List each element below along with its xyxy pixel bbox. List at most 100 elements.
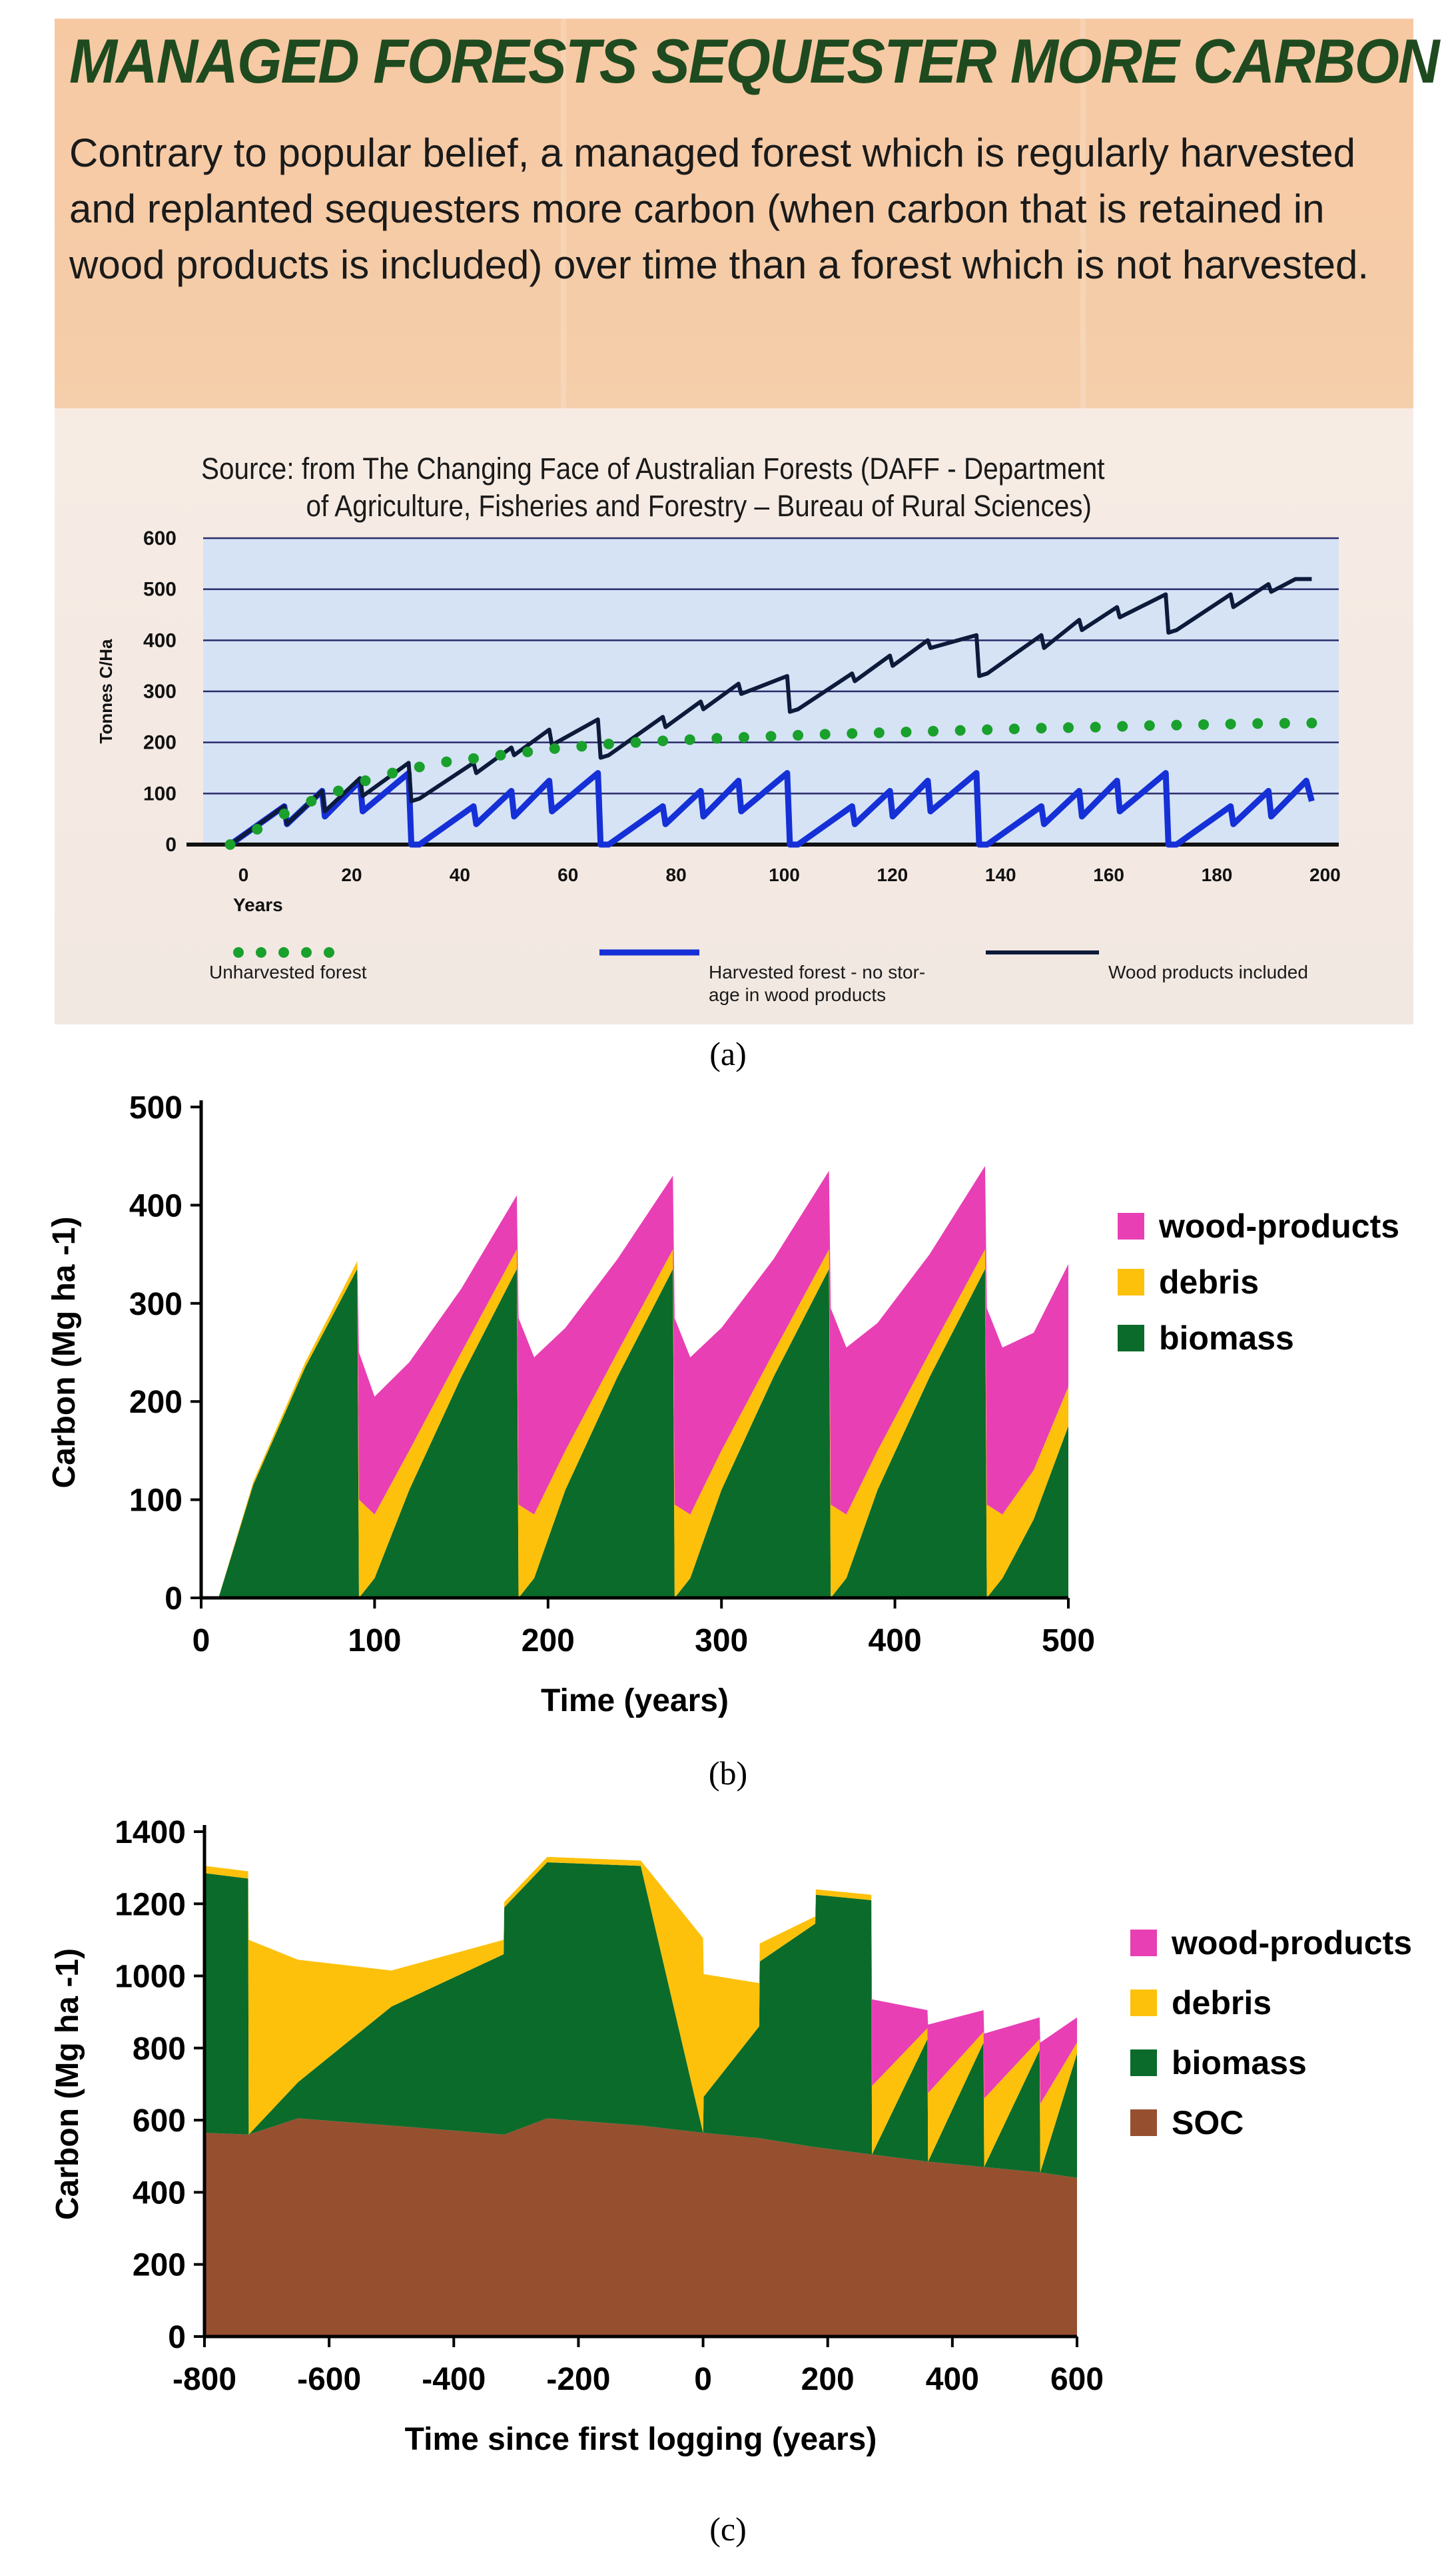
chart-c-legend-swatch-debris [1130, 1990, 1157, 2016]
chart-b-area-debris [201, 1249, 1068, 1598]
legend-harvested-label: Harvested forest - no stor- age in wood … [709, 962, 926, 1005]
chart-c-x-tick-label: -800 [173, 2362, 236, 2397]
series-point-unharvested [495, 749, 506, 761]
series-point-unharvested [1144, 720, 1155, 731]
series-point-unharvested [1008, 723, 1020, 735]
poster-intro-text: Contrary to popular belief, a managed fo… [69, 131, 1369, 287]
y-tick-label-a: 100 [143, 783, 177, 805]
chart-c-legend-label-biomass: biomass [1172, 2044, 1307, 2081]
chart-b-legend-swatch-debris [1118, 1269, 1144, 1295]
x-tick-label-a: 60 [557, 865, 578, 885]
chart-b-x-tick-label: 300 [695, 1623, 748, 1658]
x-tick-label-a: 180 [1202, 865, 1233, 885]
chart-c-x-tick-label: 400 [926, 2362, 979, 2397]
series-point-unharvested [1117, 721, 1128, 732]
series-point-unharvested [576, 741, 587, 752]
series-point-unharvested [954, 725, 966, 736]
chart-b-area-biomass [201, 1269, 1068, 1598]
chart-c-area-SOC [204, 2118, 1077, 2337]
legend-swatch-unharvested [278, 947, 289, 958]
chart-b-legend-label-wood-products: wood-products [1158, 1208, 1399, 1245]
chart-c-y-tick-label: 1400 [115, 1815, 186, 1850]
chart-a-svg: 0 100 200 300 400 500 600 0 20 40 60 80 100 120 140 160… [96, 528, 1341, 958]
chart-c-legend-swatch-biomass [1130, 2049, 1157, 2076]
chart-b-x-axis-label: Time (years) [541, 1683, 729, 1718]
series-point-unharvested [1090, 721, 1101, 733]
chart-c-x-tick-label: 600 [1050, 2362, 1104, 2397]
series-point-unharvested [252, 824, 263, 835]
y-tick-label-a: 600 [143, 528, 177, 549]
series-point-unharvested [603, 738, 614, 749]
series-point-unharvested [684, 734, 695, 745]
series-point-unharvested [332, 785, 344, 797]
chart-c-x-tick-label: -600 [297, 2362, 361, 2397]
chart-b-legend-label-biomass: biomass [1159, 1319, 1294, 1357]
series-point-unharvested [847, 728, 858, 739]
legend-swatch-unharvested [256, 947, 266, 958]
series-point-unharvested [360, 775, 371, 787]
y-tick-label-a: 300 [143, 681, 177, 703]
series-point-unharvested [522, 746, 534, 757]
series-point-unharvested [1063, 722, 1074, 733]
x-axis-label-a: Years [233, 895, 283, 915]
chart-b-x-tick-label: 500 [1042, 1623, 1095, 1658]
chart-c-x-tick-label: 0 [694, 2362, 712, 2397]
series-point-unharvested [630, 737, 641, 748]
series-point-unharvested [1225, 719, 1236, 730]
poster-heading: MANAGED FORESTS SEQUESTER MORE CARBON [69, 26, 1439, 96]
legend-unharvested-label: Unharvested forest [209, 962, 367, 982]
series-point-unharvested [928, 725, 939, 737]
caption-c: (c) [709, 2510, 747, 2548]
chart-c-y-tick-label: 0 [168, 2320, 186, 2355]
series-point-unharvested [819, 729, 831, 740]
chart-b-legend-swatch-biomass [1118, 1325, 1144, 1351]
series-point-unharvested [278, 809, 290, 819]
legend-swatch-unharvested [301, 947, 312, 958]
x-tick-label-a: 140 [985, 865, 1016, 885]
source-line-1: Source: from The Changing Face of Austra… [201, 452, 1105, 486]
chart-c-y-tick-label: 1000 [115, 1960, 186, 1995]
series-point-unharvested [657, 735, 669, 747]
chart-b-y-tick-label: 100 [129, 1483, 182, 1519]
series-point-unharvested [414, 761, 425, 773]
series-point-unharvested [1036, 723, 1047, 734]
chart-c-y-tick-label: 600 [133, 2103, 186, 2139]
chart-a-source: Source: from The Changing Face of Austra… [201, 450, 1220, 525]
series-point-unharvested [549, 743, 560, 754]
series-point-unharvested [1252, 718, 1264, 729]
chart-b-y-tick-label: 200 [129, 1385, 182, 1420]
legend-wood-included-label: Wood products included [1108, 962, 1308, 982]
chart-c-x-tick-label: 200 [801, 2362, 855, 2397]
chart-b-x-tick-label: 400 [869, 1623, 922, 1658]
caption-b: (b) [708, 1754, 748, 1792]
series-point-unharvested [873, 727, 885, 739]
chart-c-x-tick-label: -200 [546, 2362, 610, 2397]
chart-b-x-tick-label: 100 [348, 1623, 401, 1658]
chart-c-y-tick-label: 800 [133, 2031, 186, 2067]
x-tick-label-a: 200 [1309, 865, 1341, 885]
caption-a: (a) [709, 1035, 747, 1072]
series-point-unharvested [1279, 717, 1290, 729]
chart-b-y-axis-label: Carbon (Mg ha -1) [47, 1217, 82, 1489]
series-point-unharvested [711, 733, 723, 744]
series-point-unharvested [982, 724, 993, 735]
y-axis-label-a: Tonnes C/Ha [96, 639, 116, 744]
chart-c-y-axis-label: Carbon (Mg ha -1) [50, 1948, 85, 2220]
chart-b-area-wood-products [201, 1166, 1068, 1598]
series-point-unharvested [306, 795, 317, 807]
chart-c-x-tick-label: -400 [422, 2362, 486, 2397]
chart-c-y-tick-label: 200 [133, 2248, 186, 2283]
series-point-unharvested [793, 729, 804, 741]
chart-b-y-tick-label: 500 [129, 1090, 182, 1126]
chart-c-legend-label-SOC: SOC [1172, 2104, 1244, 2141]
chart-c-y-tick-label: 1200 [115, 1887, 186, 1922]
series-line-harvested [228, 770, 1315, 848]
chart-b-y-tick-label: 0 [165, 1581, 182, 1617]
chart-c-legend-label-debris: debris [1172, 1984, 1272, 2021]
series-point-unharvested [224, 839, 236, 850]
legend-swatch-unharvested [233, 947, 244, 958]
chart-c-legend-swatch-wood-products [1130, 1930, 1157, 1956]
series-point-unharvested [441, 756, 452, 767]
y-tick-label-a: 500 [143, 579, 177, 601]
